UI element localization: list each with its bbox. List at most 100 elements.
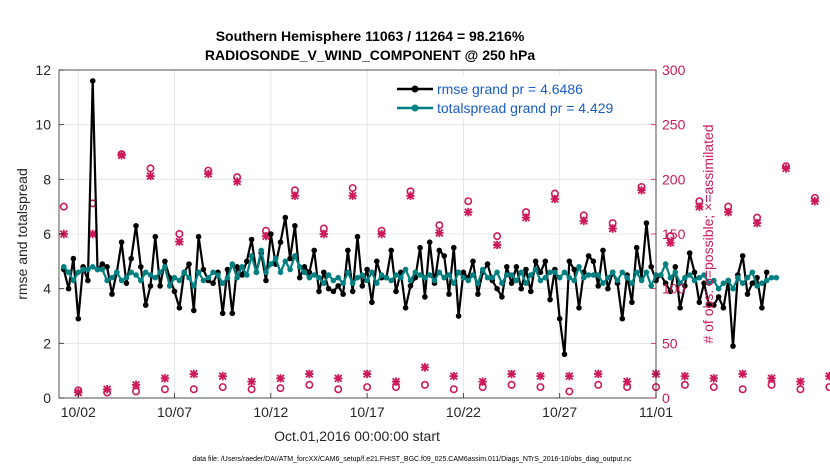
totalspread-point xyxy=(345,269,351,276)
rmse-point xyxy=(75,315,82,322)
obs-possible-point xyxy=(348,184,357,193)
rmse-point xyxy=(407,283,414,289)
totalspread-point xyxy=(614,277,621,284)
totalspread-point xyxy=(104,277,110,284)
totalspread-point xyxy=(359,272,366,278)
obs-assimilated-point xyxy=(102,385,112,394)
totalspread-point xyxy=(191,283,197,289)
rmse-point xyxy=(749,280,756,287)
obs-assimilated-point xyxy=(666,238,675,247)
totalspread-point xyxy=(65,269,72,276)
obs-assimilated-point xyxy=(232,177,242,186)
totalspread-point xyxy=(431,277,438,284)
rmse-point xyxy=(171,288,178,295)
obs-assimilated-point xyxy=(507,369,516,379)
rmse-point xyxy=(556,315,563,322)
rmse-point xyxy=(585,253,592,259)
totalspread-point xyxy=(301,269,308,276)
rmse-point xyxy=(532,258,539,265)
y2-tick-label: 100 xyxy=(662,281,686,297)
totalspread-point xyxy=(600,280,606,287)
obs-possible-point xyxy=(59,202,68,211)
totalspread-point xyxy=(263,269,269,276)
footnote: data file: /Users/raeder/DAI/ATM_forcXX/… xyxy=(192,456,632,463)
totalspread-point xyxy=(735,274,741,281)
totalspread-point xyxy=(335,274,342,281)
rmse-point xyxy=(70,255,77,262)
totalspread-point xyxy=(759,280,765,287)
obs-assimilated-point xyxy=(464,207,473,217)
rmse-point xyxy=(759,305,765,311)
obs-assimilated-point xyxy=(377,229,386,239)
totalspread-point xyxy=(552,269,558,276)
rmse-point xyxy=(359,283,366,289)
totalspread-point xyxy=(109,274,115,281)
rmse-point xyxy=(244,258,250,265)
totalspread-point xyxy=(292,253,298,259)
y-axis-left: 0 2 4 6 8 10 12 xyxy=(35,62,64,406)
obs-assimilated-point xyxy=(608,224,617,233)
rmse-point xyxy=(210,280,216,287)
obs-assimilated-point xyxy=(247,377,256,386)
rmse-point xyxy=(142,302,149,308)
totalspread-point xyxy=(114,269,120,276)
rmse-point xyxy=(99,261,106,267)
totalspread-point xyxy=(94,266,101,273)
rmse-point xyxy=(162,258,168,265)
y-tick-label: 8 xyxy=(43,171,51,187)
totalspread-point xyxy=(566,274,573,281)
rmse-point xyxy=(422,294,428,300)
rmse-point xyxy=(393,288,399,295)
totalspread-point xyxy=(682,274,688,281)
x-tick-label: 10/12 xyxy=(253,404,288,420)
totalspread-point xyxy=(374,280,380,287)
obs-possible-point xyxy=(435,221,444,230)
rmse-point xyxy=(118,239,125,245)
y2-tick-label: 250 xyxy=(662,117,686,133)
rmse-point xyxy=(518,285,524,292)
obs-possible-point xyxy=(536,383,545,392)
x-tick-label: 10/07 xyxy=(157,404,192,420)
obs-possible-point xyxy=(493,232,502,241)
obs-assimilated-point xyxy=(348,191,357,200)
totalspread-point xyxy=(686,272,693,278)
rmse-point xyxy=(451,244,457,251)
rmse-point xyxy=(306,269,313,276)
x-axis: 10/02 10/07 10/12 10/17 10/22 10/27 11/01 xyxy=(61,393,673,420)
totalspread-point xyxy=(446,272,452,278)
rmse-point xyxy=(321,269,327,276)
totalspread-point xyxy=(523,280,529,287)
totalspread-point xyxy=(739,280,746,287)
obs-assimilated-point xyxy=(88,229,97,239)
obs-possible-point xyxy=(189,385,198,394)
totalspread-point xyxy=(316,274,322,281)
obs-assimilated-point xyxy=(362,369,372,379)
rmse-point xyxy=(402,305,409,311)
totalspread-point xyxy=(547,269,553,276)
rmse-point xyxy=(340,291,346,297)
rmse-point xyxy=(528,288,534,295)
y-axis-label: rmse and totalspread xyxy=(14,168,30,300)
rmse-point xyxy=(504,264,510,270)
legend-rmse-label: rmse grand pr = 4.6486 xyxy=(437,81,583,97)
obs-assimilated-point xyxy=(261,231,271,241)
rmse-point xyxy=(460,269,467,276)
y2-tick-label: 200 xyxy=(662,171,686,187)
totalspread-point xyxy=(754,283,760,289)
totalspread-point xyxy=(677,280,683,287)
totalspread-point xyxy=(133,272,139,278)
legend-rmse-marker xyxy=(411,85,419,93)
obs-possible-point xyxy=(738,385,747,394)
rmse-point xyxy=(152,233,159,240)
rmse-point xyxy=(374,258,380,265)
totalspread-point xyxy=(277,269,284,276)
totalspread-point xyxy=(171,274,178,281)
totalspread-point xyxy=(749,269,756,276)
rmse-point xyxy=(248,236,255,243)
totalspread-point xyxy=(268,261,274,267)
totalspread-point xyxy=(75,269,82,276)
totalspread-point xyxy=(205,274,212,281)
totalspread-point xyxy=(701,272,707,278)
y2-axis-label: # of obs: o=possible; ×=assimilated xyxy=(700,124,716,343)
